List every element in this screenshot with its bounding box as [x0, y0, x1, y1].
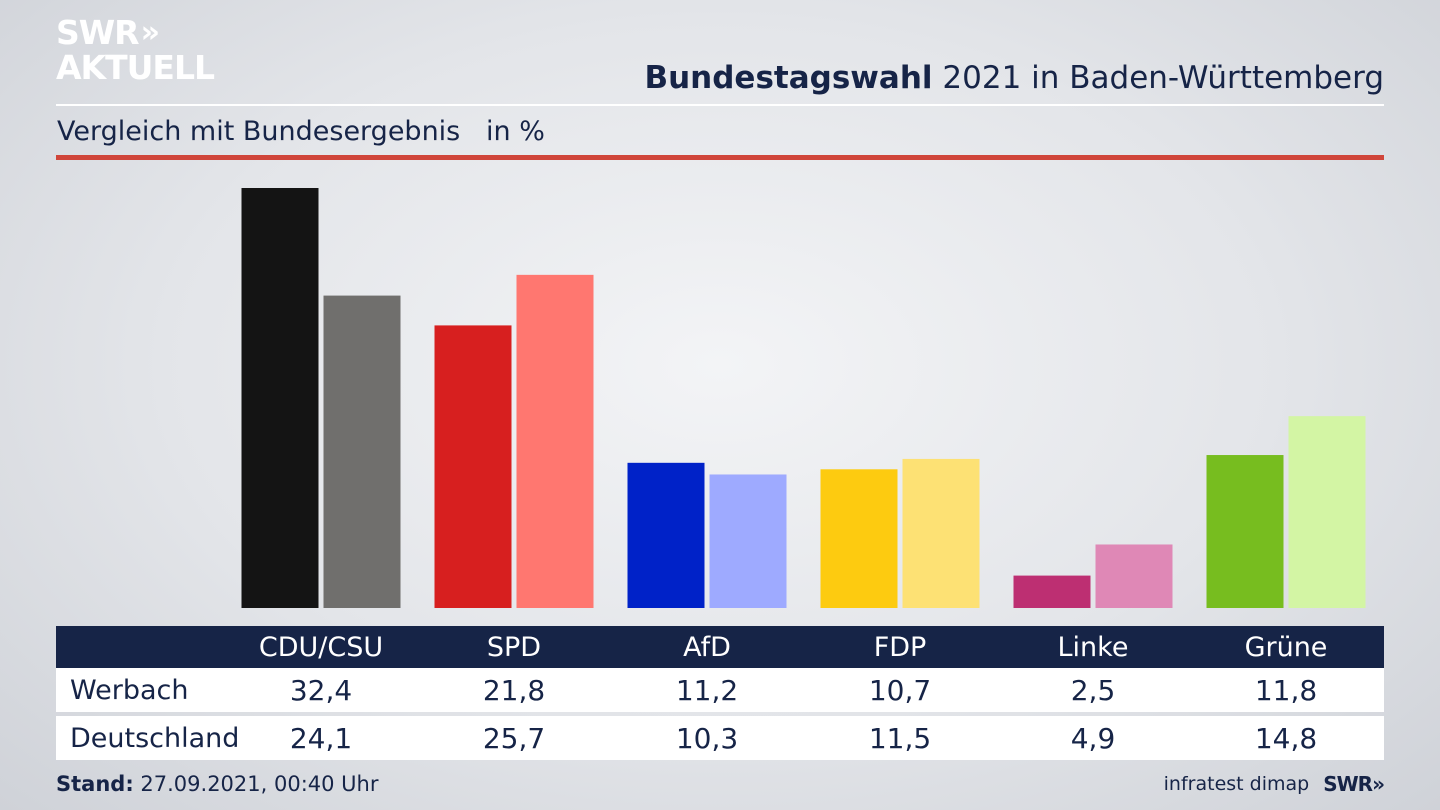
logo-swr: SWR: [56, 13, 140, 52]
column-header-spd: SPD: [486, 631, 542, 663]
table-body: Werbach 32,4 21,8 11,2 10,7 2,5 11,8 Deutschlan…: [56, 668, 1384, 760]
column-header-fdp: FDP: [873, 631, 927, 663]
swr-brand-logo: SWR»: [1323, 772, 1385, 796]
column-header-cdu-csu: CDU/CSU: [258, 631, 384, 663]
table-cell: 10,7: [868, 673, 932, 707]
table-cell: 11,5: [868, 721, 932, 755]
table-cell: 10,3: [675, 721, 739, 755]
table-row: Werbach 32,4 21,8 11,2 10,7 2,5 11,8: [56, 668, 1384, 712]
column-header-afd: AfD: [683, 631, 731, 663]
source-label: infratest dimap: [1163, 773, 1310, 795]
table-row: Deutschland 24,1 25,7 10,3 11,5 4,9 14,8: [56, 716, 1384, 760]
stand-label: Stand:: [56, 772, 134, 796]
bar-afd-werbach: [627, 462, 705, 608]
table-cell: 14,8: [1254, 721, 1318, 755]
bar-linke-werbach: [1013, 575, 1091, 608]
bar-fdp-deutschland: [902, 458, 980, 608]
bar-spd-werbach: [434, 325, 512, 608]
table-header: CDU/CSU SPD AfD FDP Linke Grüne: [56, 626, 1384, 668]
table-cell: 21,8: [482, 673, 546, 707]
row-label: Deutschland: [70, 722, 240, 754]
row-label: Werbach: [70, 674, 189, 706]
bar-fdp-werbach: [820, 469, 898, 608]
page-title: Bundestagswahl 2021 in Baden-Württemberg: [644, 60, 1384, 96]
accent-divider: [56, 155, 1384, 160]
bar-afd-deutschland: [709, 474, 787, 608]
source-credit: infratest dimap SWR»: [1163, 772, 1385, 796]
table-cell: 32,4: [289, 673, 353, 707]
title-divider: [56, 104, 1384, 106]
chart-subtitle: Vergleich mit Bundesergebnis in %: [57, 116, 545, 147]
swr-aktuell-logo: SWR» AKTUELL: [56, 13, 215, 87]
bar-cdu-csu-deutschland: [323, 295, 401, 608]
table-cell: 25,7: [482, 721, 546, 755]
bar-gr-ne-deutschland: [1288, 416, 1366, 608]
title-bold: Bundestagswahl: [644, 60, 933, 96]
stand-value: 27.09.2021, 00:40 Uhr: [133, 772, 379, 796]
logo-aktuell: AKTUELL: [56, 48, 215, 87]
bar-linke-deutschland: [1095, 544, 1173, 608]
table-cell: 4,9: [1070, 721, 1116, 755]
bar-chart: [241, 188, 1366, 608]
bar-spd-deutschland: [516, 274, 594, 608]
table-cell: 24,1: [289, 721, 353, 755]
column-header-gr-ne: Grüne: [1244, 631, 1328, 663]
bar-gr-ne-werbach: [1206, 455, 1284, 608]
timestamp: Stand: 27.09.2021, 00:40 Uhr: [56, 772, 379, 796]
results-table: CDU/CSU SPD AfD FDP Linke Grüne Werbach 32,4 21…: [56, 626, 1384, 760]
column-header-linke: Linke: [1057, 631, 1129, 663]
bar-cdu-csu-werbach: [241, 188, 319, 608]
title-rest: 2021 in Baden-Württemberg: [932, 60, 1384, 96]
table-cell: 11,2: [675, 673, 739, 707]
table-cell: 2,5: [1070, 673, 1116, 707]
table-cell: 11,8: [1254, 673, 1318, 707]
